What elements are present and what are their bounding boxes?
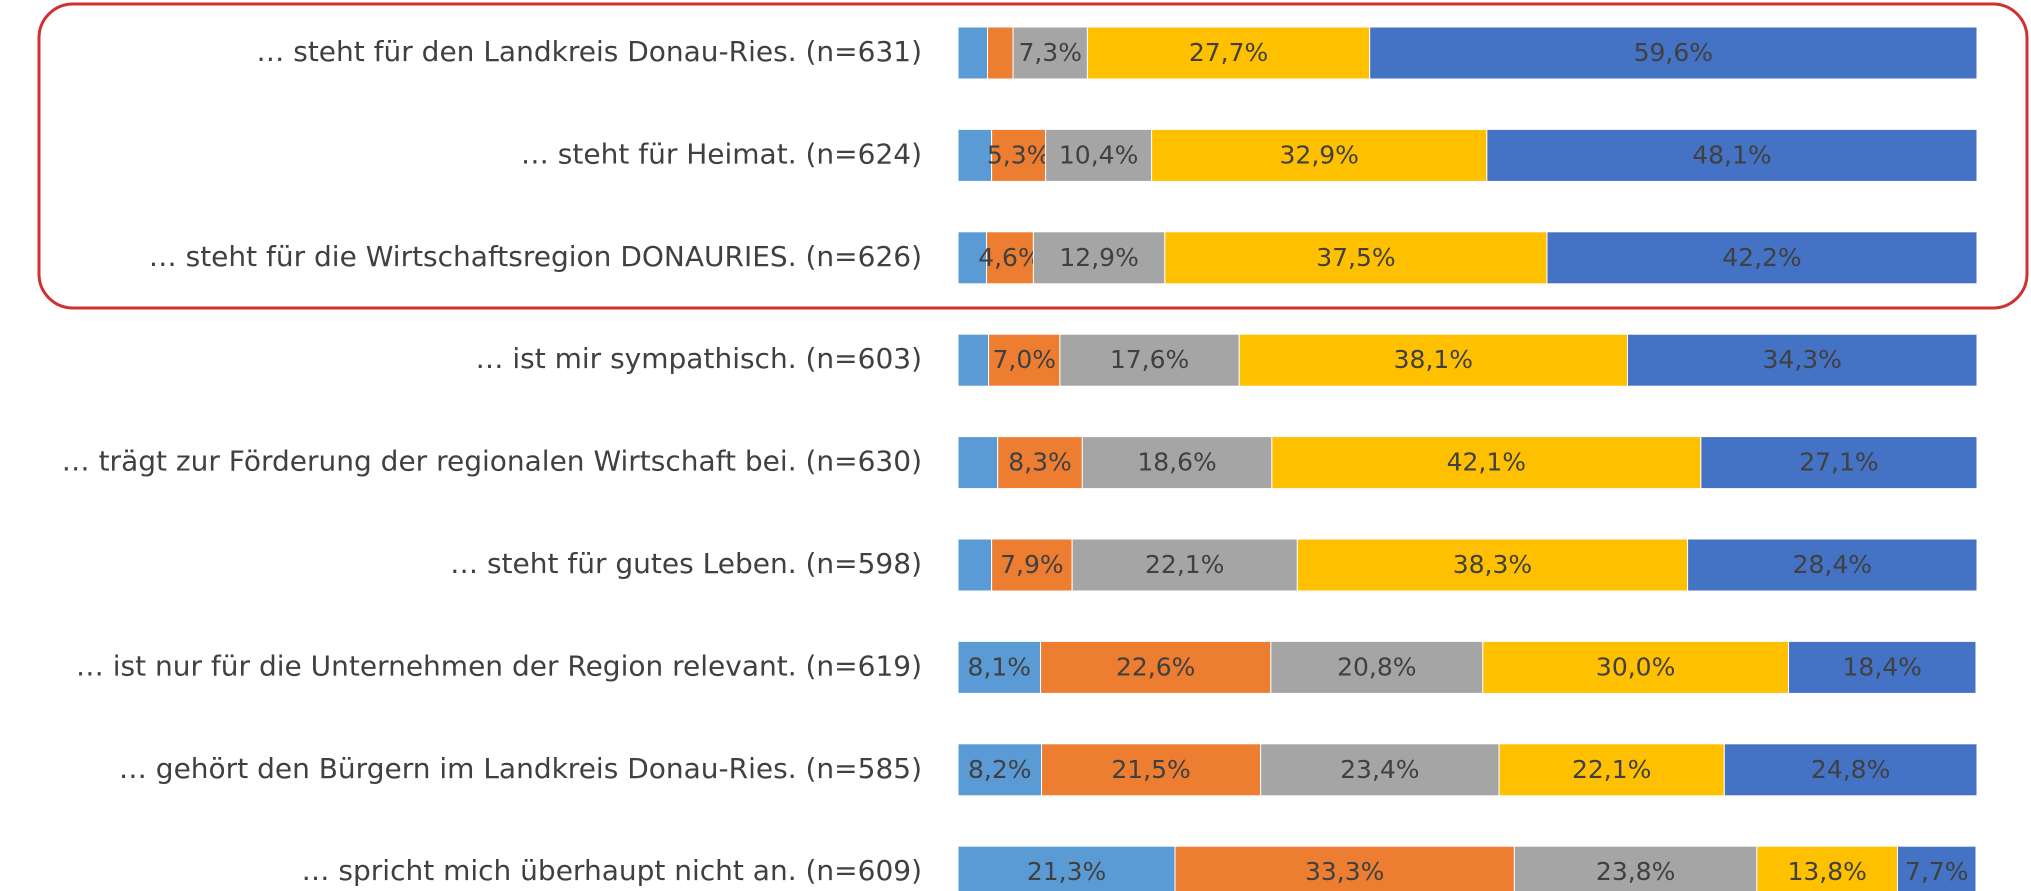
bar-segment (1041, 743, 1262, 797)
value-label: 22,1% (1572, 755, 1651, 784)
bar-segment (987, 26, 1014, 80)
bar-segment (957, 231, 988, 285)
value-label: 7,7% (1905, 857, 1969, 886)
value-label: 38,3% (1453, 550, 1532, 579)
bar-segment (991, 538, 1073, 592)
value-label: 8,3% (1008, 448, 1072, 477)
value-label: 59,6% (1634, 38, 1713, 67)
bar-segment (988, 333, 1061, 387)
bar-segment (1151, 128, 1488, 182)
bar-segment (1787, 640, 1977, 694)
bar-segment (957, 743, 1043, 797)
value-label: 18,6% (1137, 448, 1216, 477)
bar-segment (1687, 538, 1978, 592)
bar-segment (1164, 231, 1548, 285)
category-label: … steht für die Wirtschaftsregion DONAUR… (149, 240, 922, 273)
bar-segment (1040, 640, 1272, 694)
bar-segment (1897, 845, 1977, 891)
value-label: 17,6% (1110, 345, 1189, 374)
bar-segment (991, 128, 1047, 182)
bar-segment (957, 436, 999, 490)
bar-segment (1059, 333, 1240, 387)
value-label: 5,3% (987, 140, 1051, 169)
bar-segment (986, 231, 1034, 285)
bar-segment (1238, 333, 1628, 387)
value-label: 8,2% (968, 755, 1032, 784)
bar-segment (1626, 333, 1978, 387)
bar-segment (957, 538, 993, 592)
bar-segment (1174, 845, 1515, 891)
value-label: 38,1% (1394, 345, 1473, 374)
bar-segment (1546, 231, 1978, 285)
bar-segment (1486, 128, 1978, 182)
bar-segment (1045, 128, 1153, 182)
bar-segment (957, 640, 1042, 694)
category-label: … steht für gutes Leben. (n=598) (450, 547, 922, 580)
value-label: 4,6% (978, 243, 1042, 272)
bar-segment (1071, 538, 1298, 592)
value-label: 13,8% (1787, 857, 1866, 886)
value-label: 33,3% (1305, 857, 1384, 886)
category-label: … steht für Heimat. (n=624) (521, 137, 922, 170)
value-label: 7,0% (992, 345, 1056, 374)
value-label: 32,9% (1280, 140, 1359, 169)
value-label: 7,9% (1000, 550, 1064, 579)
category-label: … trägt zur Förderung der regionalen Wir… (62, 445, 922, 478)
category-label: … ist mir sympathisch. (n=603) (475, 342, 922, 375)
category-label: … ist nur für die Unternehmen der Region… (76, 649, 922, 682)
value-label: 30,0% (1596, 652, 1675, 681)
value-label: 37,5% (1316, 243, 1395, 272)
value-label: 12,9% (1059, 243, 1138, 272)
bar-segment (1270, 640, 1484, 694)
bar-segment (957, 128, 993, 182)
value-label: 24,8% (1811, 755, 1890, 784)
value-label: 18,4% (1843, 652, 1922, 681)
value-label: 42,1% (1447, 448, 1526, 477)
category-label: … spricht mich überhaupt nicht an. (n=60… (302, 854, 922, 887)
bar-segment (1081, 436, 1273, 490)
value-label: 20,8% (1337, 652, 1416, 681)
bar-segment (1271, 436, 1702, 490)
value-label: 7,3% (1018, 38, 1082, 67)
bar-segment (1296, 538, 1689, 592)
value-label: 21,5% (1111, 755, 1190, 784)
bar-segment (1700, 436, 1978, 490)
value-label: 22,1% (1145, 550, 1224, 579)
bar-segment (1723, 743, 1978, 797)
value-label: 23,8% (1596, 857, 1675, 886)
bar-segment (997, 436, 1083, 490)
category-label: … steht für den Landkreis Donau-Ries. (n… (256, 35, 922, 68)
bar-segment (1482, 640, 1789, 694)
value-label: 22,6% (1116, 652, 1195, 681)
bar-segment (957, 26, 989, 80)
bar-segment (1012, 26, 1088, 80)
value-label: 48,1% (1692, 140, 1771, 169)
value-label: 42,2% (1722, 243, 1801, 272)
value-label: 27,1% (1799, 448, 1878, 477)
value-label: 21,3% (1027, 857, 1106, 886)
bar-segment (1369, 26, 1978, 80)
bar-segment (1032, 231, 1166, 285)
highlight-frame (37, 2, 2029, 310)
category-label: … gehört den Bürgern im Landkreis Donau-… (119, 752, 922, 785)
bar-segment (957, 333, 990, 387)
value-label: 10,4% (1059, 140, 1138, 169)
value-label: 34,3% (1763, 345, 1842, 374)
value-label: 23,4% (1340, 755, 1419, 784)
value-label: 28,4% (1793, 550, 1872, 579)
value-label: 27,7% (1189, 38, 1268, 67)
value-label: 8,1% (968, 652, 1032, 681)
bar-segment (1086, 26, 1371, 80)
